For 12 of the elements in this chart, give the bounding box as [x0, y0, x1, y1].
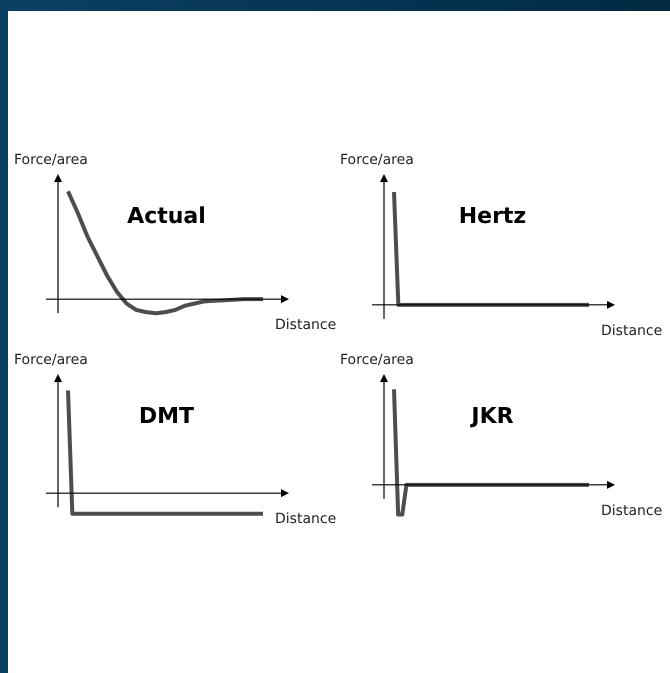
y-axis-title: Force/area	[14, 152, 88, 168]
text: DMT	[138, 404, 196, 429]
text: Hertz	[458, 204, 528, 229]
text: Actual	[126, 204, 207, 229]
y-axis-title: Force/area	[340, 152, 414, 168]
x-axis-title: Distance	[601, 322, 662, 339]
x-axis-title: Distance	[275, 511, 336, 528]
x-axis-title: Distance	[601, 502, 662, 519]
y-axis-title: Force/area	[14, 352, 88, 368]
x-axis-title: Distance	[275, 317, 336, 334]
text: JKR	[469, 404, 515, 429]
y-axis-title: Force/area	[340, 352, 414, 368]
